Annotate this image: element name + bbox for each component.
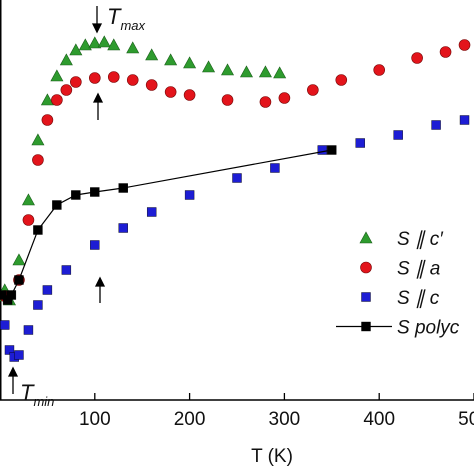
triangle-marker: [59, 53, 73, 66]
legend-label: S ∥ c: [397, 288, 440, 309]
circle-marker: [164, 86, 177, 98]
square-marker: [459, 115, 470, 125]
legend-label: S polyc: [397, 318, 460, 339]
triangle-marker: [97, 35, 111, 48]
circle-marker: [32, 154, 44, 166]
triangle-marker: [359, 231, 373, 244]
square-marker: [270, 163, 280, 173]
square-marker: [52, 200, 62, 210]
square-marker: [90, 240, 100, 250]
circle-marker: [183, 89, 196, 101]
square-marker: [14, 275, 24, 285]
circle-marker: [51, 94, 63, 106]
square-marker: [355, 138, 365, 148]
circle-marker: [307, 84, 319, 96]
square-marker: [0, 320, 10, 330]
annotation-subscript: max: [120, 18, 145, 33]
square-marker: [317, 145, 328, 155]
circle-marker: [411, 52, 423, 64]
circle-marker: [373, 64, 386, 76]
circle-marker: [60, 84, 73, 96]
square-marker: [431, 120, 441, 130]
triangle-marker: [273, 66, 287, 79]
circle-marker: [259, 96, 272, 108]
square-marker: [327, 145, 337, 155]
square-marker: [361, 292, 371, 302]
square-marker: [6, 290, 17, 300]
circle-marker: [278, 92, 291, 104]
x-tick-label: 100: [79, 409, 111, 430]
square-marker: [14, 350, 24, 360]
triangle-marker: [69, 43, 83, 56]
triangle-marker: [50, 69, 64, 82]
triangle-marker: [202, 60, 216, 73]
square-marker: [71, 190, 81, 200]
annotation: Tmin: [20, 380, 54, 409]
square-marker: [184, 190, 195, 200]
square-marker: [118, 183, 128, 193]
triangle-marker: [31, 133, 45, 146]
triangle-marker: [145, 48, 159, 61]
triangle-marker: [221, 63, 235, 76]
annotation: Tmax: [107, 4, 146, 33]
circle-marker: [458, 39, 471, 51]
triangle-marker: [88, 36, 102, 49]
square-marker: [33, 300, 43, 310]
square-marker: [61, 265, 72, 275]
x-tick-label: 500: [458, 409, 474, 430]
triangle-marker: [40, 93, 54, 106]
triangle-marker: [21, 193, 35, 206]
x-tick-label: 400: [363, 409, 395, 430]
circle-marker: [126, 74, 139, 86]
square-marker: [146, 207, 157, 217]
triangle-marker: [164, 53, 178, 66]
triangle-marker: [78, 38, 92, 51]
x-tick-label: 300: [269, 409, 301, 430]
square-marker: [232, 173, 242, 183]
triangle-marker: [239, 65, 253, 78]
series-line: [1, 149, 332, 301]
legend-label: S ∥ c′: [397, 229, 444, 250]
circle-marker: [107, 71, 120, 83]
triangle-marker: [12, 253, 26, 266]
circle-marker: [335, 74, 348, 86]
square-marker: [4, 345, 15, 355]
circle-marker: [221, 94, 234, 106]
circle-marker: [22, 214, 35, 226]
x-axis-label: T (K): [251, 446, 293, 467]
square-marker: [23, 325, 34, 335]
legend-label: S ∥ a: [397, 259, 440, 280]
x-tick-label: 200: [174, 409, 206, 430]
triangle-marker: [258, 65, 272, 78]
circle-marker: [70, 76, 82, 88]
square-marker: [361, 321, 371, 332]
triangle-marker: [183, 56, 197, 69]
circle-marker: [145, 79, 158, 91]
triangle-marker: [126, 41, 140, 54]
circle-marker: [41, 114, 54, 126]
square-marker: [42, 285, 53, 295]
square-marker: [33, 225, 43, 235]
circle-marker: [89, 72, 101, 84]
annotation-symbol: T: [20, 380, 35, 405]
square-marker: [90, 187, 100, 197]
arrows: [7, 6, 106, 394]
square-marker: [118, 223, 128, 233]
square-marker: [0, 290, 7, 300]
circle-marker: [439, 46, 452, 58]
triangle-marker: [107, 38, 121, 51]
square-marker: [393, 130, 403, 140]
annotation-subscript: min: [33, 394, 54, 409]
annotation-symbol: T: [107, 4, 122, 29]
circle-marker: [360, 261, 372, 274]
